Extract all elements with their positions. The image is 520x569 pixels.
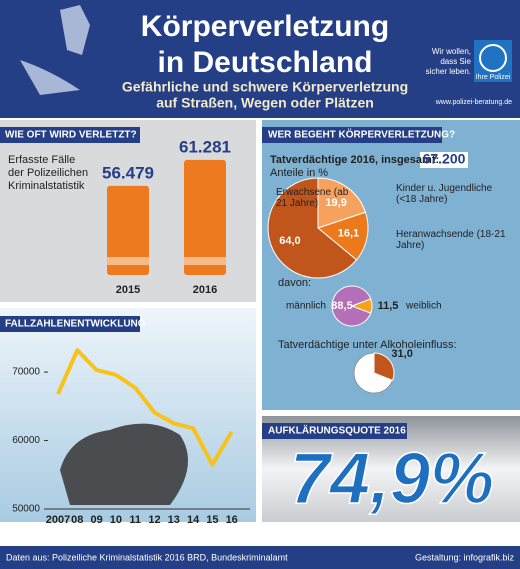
x-tick-label: 2016 [193, 284, 217, 296]
value-label: 31,0 [391, 348, 412, 360]
y-tick-label: 60000 [12, 435, 40, 446]
y-tick-label: 50000 [12, 504, 40, 515]
heading-bg [0, 316, 140, 332]
category-label: Kinder u. Jugendliche (<18 Jahre) [396, 183, 493, 205]
bar-break [184, 257, 226, 265]
pie-subtitle: Anteile in % [270, 167, 328, 179]
footer-credit: Gestaltung: infografik.biz [415, 552, 515, 562]
heading: WIE OFT WIRD VERLETZT? [5, 130, 137, 141]
fist-icon [60, 423, 188, 505]
slogan: sicher leben. [426, 67, 471, 76]
value-label: 11,5 [378, 300, 399, 312]
value-label: 61.281 [179, 137, 231, 156]
x-tick-label: 16 [226, 514, 238, 526]
value-label: 88,5 [331, 300, 352, 312]
bar [107, 185, 149, 275]
heading: FALLZAHLENENTWICKLUNG [5, 319, 146, 330]
footer-source: Daten aus: Polizeiliche Kriminalstatisti… [6, 552, 288, 562]
y-tick-label: 70000 [12, 367, 40, 378]
pie-title: davon: [278, 277, 311, 289]
bar-title: der Polizeilichen [8, 167, 88, 179]
pie-slice [267, 177, 358, 279]
pie-title: Tatverdächtige 2016, insgesamt: [270, 154, 439, 166]
value-label: 64,0 [279, 235, 300, 247]
total-bg [420, 152, 468, 168]
category-label: weiblich [405, 301, 442, 312]
quote-value: 74,9% [290, 439, 494, 519]
x-tick-label: 10 [110, 514, 122, 526]
pie-slice [316, 211, 369, 261]
heading-bg [262, 127, 442, 143]
x-tick-label: 12 [148, 514, 160, 526]
heading: WER BEGEHT KÖRPERVERLETZUNG? [268, 128, 455, 141]
heading-bg [0, 127, 140, 143]
total: 67.200 [423, 151, 466, 167]
value-label: 16,1 [338, 228, 359, 240]
category-label: Erwachsene (ab 21 Jahre) [276, 187, 349, 209]
slogan: dass Sie [440, 57, 471, 66]
pie-slice [317, 177, 367, 229]
x-tick-label: 14 [187, 514, 200, 526]
x-tick-label: 09 [90, 514, 102, 526]
bar-break [107, 257, 149, 265]
pie-slice [373, 352, 395, 382]
bar-title: Kriminalstatistik [8, 180, 85, 192]
value-label: 56.479 [102, 163, 154, 182]
logo-name: Ihre Polizei [476, 74, 511, 81]
x-tick-label: 08 [71, 514, 83, 526]
line [56, 348, 234, 467]
subtitle: Gefährliche und schwere Körperverletzung [122, 79, 408, 95]
heading-bg [262, 423, 407, 439]
title: Körperverletzung [141, 10, 389, 43]
category-label: Heranwachsende (18-21 Jahre) [396, 229, 506, 251]
x-tick-label: 15 [206, 514, 218, 526]
logo-url: www.polizei-beratung.de [435, 99, 512, 106]
x-tick-label: 2015 [116, 284, 140, 296]
figure-icon [20, 5, 90, 95]
bar [184, 159, 226, 275]
slogan: Wir wollen, [432, 47, 471, 56]
footer-bg [0, 546, 520, 569]
pie-slice [350, 298, 373, 314]
subtitle: auf Straßen, Wegen oder Plätzen [156, 95, 374, 111]
x-tick-label: 11 [129, 514, 141, 526]
category-label: männlich [286, 301, 326, 312]
heading: AUFKLÄRUNGSQUOTE 2016 [268, 424, 406, 437]
logo-star [479, 44, 507, 72]
x-tick-label: 13 [168, 514, 180, 526]
pie-title: Tatverdächtige unter Alkoholeinfluss: [278, 339, 457, 351]
title: in Deutschland [157, 46, 372, 79]
bar-title: Erfasste Fälle [8, 154, 75, 166]
x-tick-label: 2007 [46, 514, 70, 526]
value-label: 19,9 [325, 197, 346, 209]
